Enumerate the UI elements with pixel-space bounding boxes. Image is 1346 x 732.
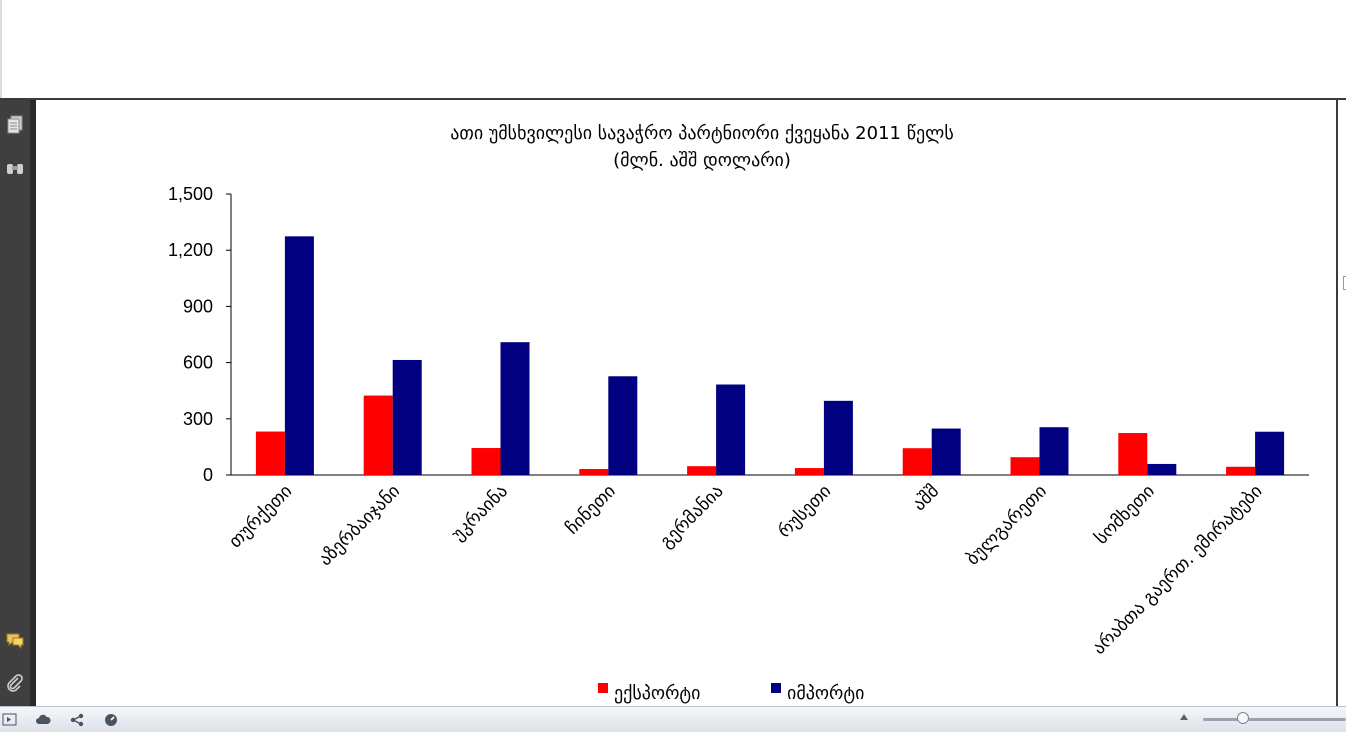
comment-icon[interactable] xyxy=(5,630,25,650)
legend-swatch-import xyxy=(771,683,781,693)
scroll-marker[interactable] xyxy=(1343,276,1346,290)
chart-title: ათი უმსხვილესი სავაჭრო პარტნიორი ქვეყანა… xyxy=(450,123,953,144)
rail-border xyxy=(30,100,36,706)
gauge-icon[interactable] xyxy=(103,712,119,728)
zoom-slider-thumb[interactable] xyxy=(1237,712,1249,724)
bar-export xyxy=(471,448,501,475)
pages-icon[interactable] xyxy=(5,114,25,134)
bar-export xyxy=(1118,433,1148,475)
cloud-icon[interactable] xyxy=(35,712,51,728)
legend-swatch-export xyxy=(598,683,608,693)
bar-export xyxy=(1010,457,1040,475)
bar-export xyxy=(687,466,717,475)
binoculars-icon[interactable] xyxy=(5,158,25,178)
separator-line xyxy=(0,98,1346,100)
category-label: აზერბაიჯანი xyxy=(315,481,404,570)
legend-label-export: ექსპორტი xyxy=(614,683,700,704)
chart-bars xyxy=(255,236,1285,475)
y-tick-label: 600 xyxy=(183,353,213,373)
right-scroll-edge xyxy=(1336,100,1346,706)
left-tool-rail xyxy=(0,100,30,706)
bar-export xyxy=(902,448,932,475)
category-label: სომხეთი xyxy=(1091,481,1159,549)
bar-import xyxy=(608,376,638,475)
top-blank-area xyxy=(0,0,1346,98)
category-label: რუსეთი xyxy=(774,481,836,543)
category-label: ჩინეთი xyxy=(562,481,620,539)
scroll-up-icon[interactable] xyxy=(1180,714,1188,720)
y-tick-labels: 0 300 600 900 1,200 1,500 xyxy=(168,184,213,485)
status-bar xyxy=(0,706,1346,732)
category-label: უკრაინა xyxy=(448,481,512,545)
y-tick-label: 300 xyxy=(183,409,213,429)
legend-label-import: იმპორტი xyxy=(787,683,864,704)
bar-import xyxy=(823,400,853,475)
top-left-edge xyxy=(0,0,2,98)
zoom-slider[interactable] xyxy=(1203,718,1346,721)
bar-import xyxy=(500,342,530,475)
category-label: არაბთა გაერთ. ემირატები xyxy=(1088,481,1266,659)
y-tick-label: 1,200 xyxy=(168,240,213,260)
bar-import xyxy=(284,236,314,475)
category-labels: თურქეთი აზერბაიჯანი უკრაინა ჩინეთი გერმანია რ… xyxy=(225,481,1267,659)
category-label: თურქეთი xyxy=(225,481,297,553)
y-tick-label: 1,500 xyxy=(168,184,213,204)
paperclip-icon[interactable] xyxy=(5,673,25,693)
bar-import xyxy=(1039,427,1069,475)
y-tick-label: 900 xyxy=(183,296,213,316)
bar-export xyxy=(255,431,285,475)
bar-import xyxy=(931,428,961,475)
bar-import xyxy=(1147,463,1177,475)
bar-import xyxy=(1255,431,1285,475)
bar-export xyxy=(363,395,393,475)
bar-export xyxy=(1226,466,1256,475)
document-page: ათი უმსხვილესი სავაჭრო პარტნიორი ქვეყანა… xyxy=(36,100,1336,706)
bar-export xyxy=(794,468,824,475)
category-label: ბულგარეთი xyxy=(962,481,1051,570)
bar-import xyxy=(716,384,746,475)
chart-subtitle: (მლნ. აშშ დოლარი) xyxy=(613,150,791,171)
chart-legend: ექსპორტი იმპორტი xyxy=(598,683,864,704)
category-label: აშშ xyxy=(909,481,943,515)
bar-import xyxy=(392,359,422,475)
category-label: გერმანია xyxy=(656,481,728,553)
chart: ათი უმსხვილესი სავაჭრო პარტნიორი ქვეყანა… xyxy=(168,123,1309,704)
y-tick-label: 0 xyxy=(203,465,213,485)
bar-export xyxy=(579,469,609,475)
share-icon[interactable] xyxy=(69,712,85,728)
panel-icon[interactable] xyxy=(2,712,18,728)
